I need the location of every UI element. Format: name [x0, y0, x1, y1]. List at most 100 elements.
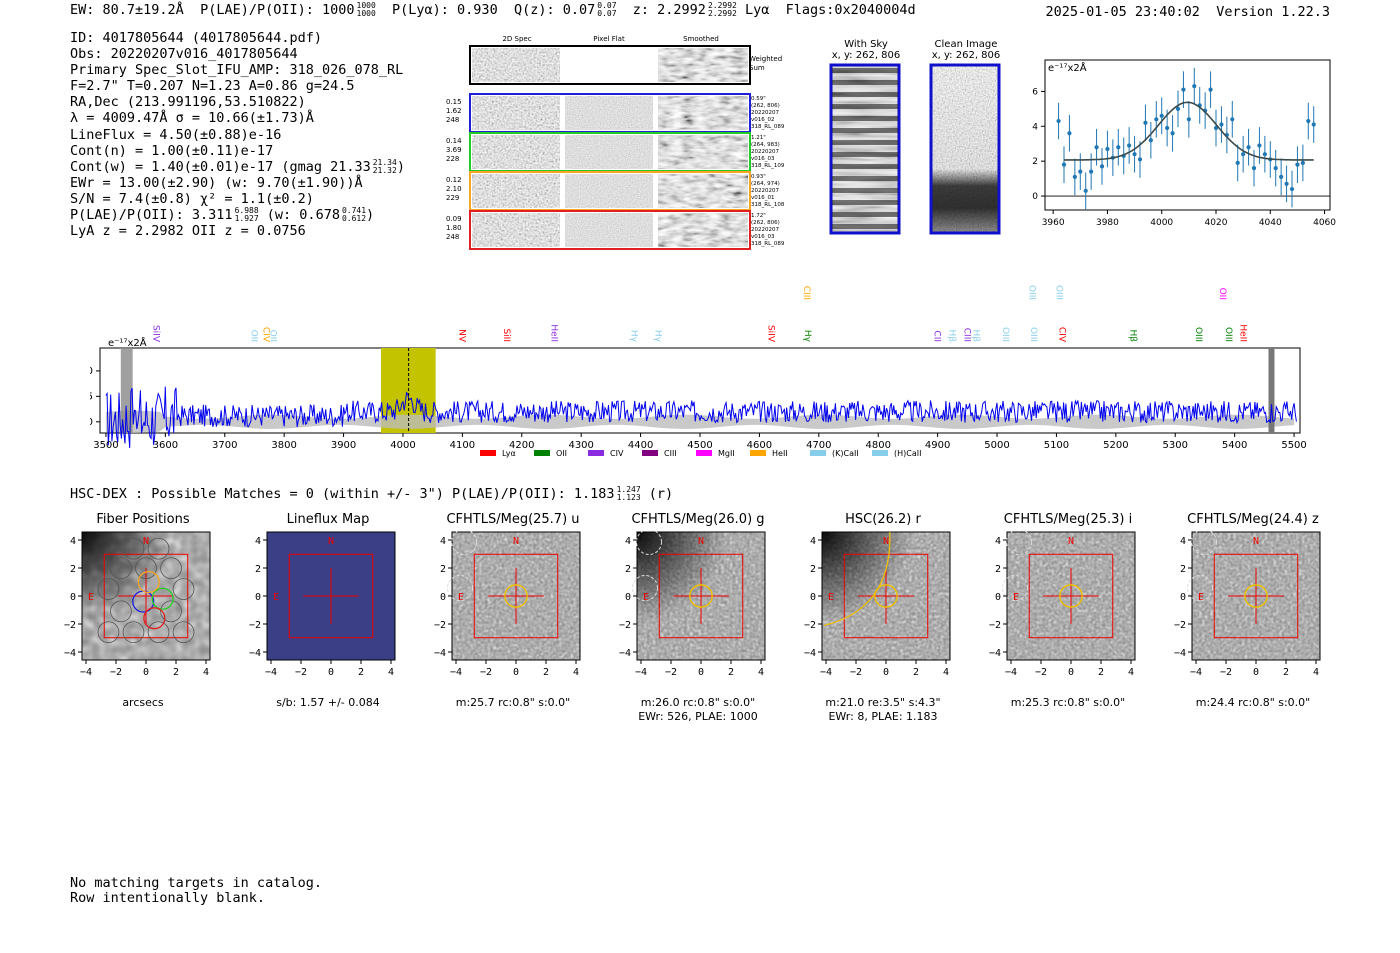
contw-end: ) [396, 158, 405, 175]
neighbor-circle [450, 530, 478, 556]
spec-row-right-value: 318_RL_089 [751, 241, 785, 247]
info-obs: Obs: 20220207v016_4017805644 [70, 46, 298, 63]
spectrum-xtick-label: 4000 [390, 440, 415, 451]
spec-row-2d-image [472, 174, 560, 208]
spectrum-ytick-label: 0 [90, 417, 93, 428]
spec-row-left-value: 248 [446, 116, 459, 124]
legend-label: CIII [664, 449, 677, 458]
neighbor-circle [1190, 530, 1218, 556]
north-label: N [513, 536, 519, 547]
line-fit-point [1148, 138, 1153, 143]
neighbor-circle [446, 574, 474, 602]
east-label: E [828, 592, 834, 603]
line-fit-ytick-label: 0 [1032, 192, 1038, 202]
cutout-xtick-label: −2 [480, 667, 492, 678]
cutout-ytick-label: 0 [70, 592, 76, 603]
spectrum-xtick-label: 4600 [747, 440, 772, 451]
cutout-ytick-label: −2 [989, 620, 1001, 631]
cutout-caption: m:25.7 rc:0.8" s:0.0" [455, 696, 571, 709]
north-label: N [328, 536, 334, 547]
spec-row-left-value: 3.69 [446, 146, 462, 154]
east-label: E [643, 592, 649, 603]
line-fit-point [1186, 117, 1191, 122]
info-id: ID: 4017805644 (4017805644.pdf) [70, 30, 322, 46]
spectrum-xtick-label: 3600 [153, 440, 178, 451]
cutout-title: Lineflux Map [286, 512, 370, 527]
hsc-dex-summary: HSC-DEX : Possible Matches = 0 (within +… [70, 486, 673, 503]
cutout-xtick-label: −4 [820, 667, 832, 678]
legend-swatch [872, 450, 888, 456]
gmag-range: 21.34 21.32 [372, 158, 397, 175]
cutout-image-axes: N E −4 −2 0 2 4 4 2 0 −2 −4 [619, 530, 766, 678]
spec-row-smoothed-image [658, 96, 748, 130]
search-box [658, 553, 744, 639]
emission-line-label: OIII [1193, 327, 1203, 342]
line-fit-point [1289, 186, 1295, 192]
line-fit-model-curve [1064, 101, 1314, 161]
line-fit-xtick-label: 4000 [1150, 218, 1173, 228]
cutout-caption: m:25.3 rc:0.8" s:0.0" [1010, 696, 1126, 709]
cutout-ytick-label: 2 [1180, 564, 1186, 575]
spectrum-xtick-label: 3800 [271, 440, 296, 451]
cutout-image-axes: N E −4 −2 0 2 4 4 2 0 −2 −4 [1174, 530, 1321, 678]
line-fit-point [1257, 143, 1262, 148]
spec-row-left-value: 0.09 [446, 215, 462, 223]
spectrum-flux-line [105, 386, 1297, 449]
gmag-lo: 21.32 [372, 165, 397, 175]
fiber-circle [160, 557, 182, 580]
line-fit-xtick-label: 4040 [1259, 218, 1282, 228]
line-fit-point [1181, 87, 1186, 92]
cutout-xtick-label: 0 [883, 667, 889, 678]
neighbor-circle [1001, 574, 1029, 602]
cutout-ytick-label: 2 [810, 564, 816, 575]
emission-line-label: SiII [501, 328, 511, 342]
cutout-ytick-label: −2 [249, 620, 261, 631]
cutout-xtick-label: −4 [1005, 667, 1017, 678]
line-fit-point [1083, 188, 1088, 193]
hsc-label: HSC-DEX : Possible Matches = 0 (within +… [70, 486, 615, 502]
spectrum-xtick-label: 4900 [925, 440, 950, 451]
spec-row-left-value: 248 [446, 233, 459, 241]
line-fit-point [1061, 162, 1067, 167]
info-lineflux: LineFlux = 4.50(±0.88)e-16 [70, 126, 282, 143]
line-fit-axes [1044, 59, 1331, 211]
search-box [473, 553, 559, 639]
east-label: E [1198, 592, 1204, 603]
footer-line-1: No matching targets in catalog. [70, 875, 322, 891]
info-contw: Cont(w) = 1.40(±0.01)e-17 (gmag 21.33 21.… [70, 158, 405, 175]
sky-trace-band [832, 116, 898, 121]
sky-coords: x, y: 262, 806 [832, 50, 901, 61]
cutout-ytick-label: 4 [995, 536, 1001, 547]
cutout-ytick-label: 4 [255, 536, 261, 547]
emission-line-label: Hβ [947, 329, 957, 342]
fiber-circle [160, 600, 182, 623]
cutout-ytick-label: −2 [1174, 620, 1186, 631]
line-fit-point [1295, 162, 1300, 167]
emission-line-label: Hγ [653, 330, 663, 343]
cutout-ytick-label: −4 [989, 648, 1001, 659]
cutout-xtick-label: 2 [1283, 667, 1289, 678]
aperture-circle [874, 584, 898, 608]
spec-row-right-value: v016_03 [751, 156, 775, 162]
spectrum-ytick-label: 5 [90, 391, 93, 402]
cutout-title: CFHTLS/Meg(24.4) z [1187, 512, 1319, 527]
cutout-caption: m:24.4 rc:0.8" s:0.0" [1195, 696, 1311, 709]
spectrum-xtick-label: 4500 [687, 440, 712, 451]
emission-line-label: OIII [1223, 327, 1233, 342]
cutout-ytick-label: 0 [995, 592, 1001, 603]
spectrum-xtick-label: 5400 [1222, 440, 1247, 451]
north-label: N [143, 536, 149, 547]
sky-trace-band [832, 200, 898, 205]
matched-fiber-circle [137, 571, 160, 594]
info-sn: S/N = 7.4(±0.8) χ² = 1.1(±0.2) [70, 190, 314, 207]
cutout-ytick-label: 4 [810, 536, 816, 547]
sky-trace-band [832, 104, 898, 109]
cutout-title: CFHTLS/Meg(25.7) u [446, 512, 580, 527]
weighted-smoothed-image [658, 48, 748, 82]
line-fit-point [1213, 125, 1219, 131]
cutout-ytick-label: −2 [434, 620, 446, 631]
cutout-xtick-label: −4 [80, 667, 92, 678]
cutout-ytick-label: 2 [70, 564, 76, 575]
plae-lo: 1000 [356, 9, 376, 18]
cutout-xtick-label: 2 [728, 667, 734, 678]
